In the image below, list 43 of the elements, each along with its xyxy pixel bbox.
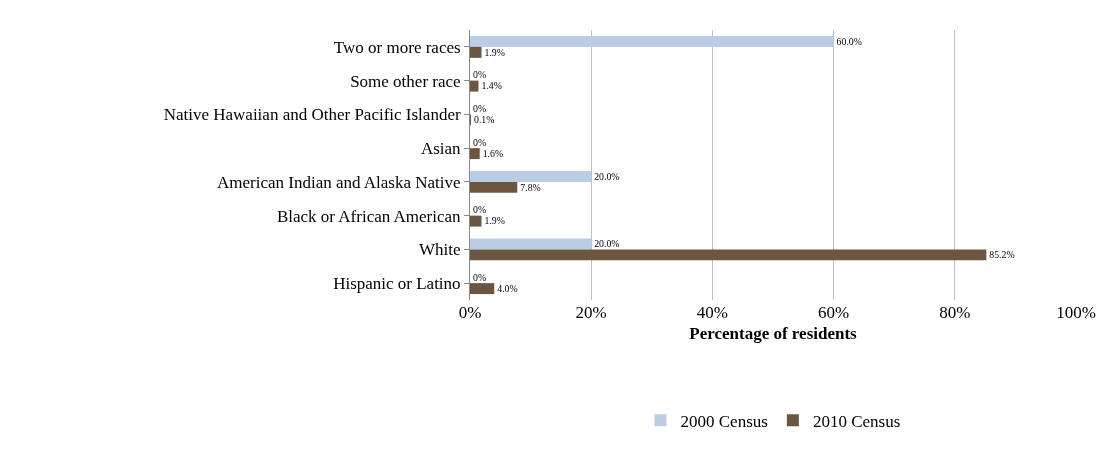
y-tick-label: Asian <box>420 139 462 159</box>
data-label: 7.8% <box>520 181 541 193</box>
y-tick-label: American Indian and Alaska Native <box>217 172 461 192</box>
bar <box>470 46 482 58</box>
data-label: 0% <box>473 136 487 148</box>
x-tick-label: 80% <box>939 303 971 322</box>
bar <box>470 249 987 261</box>
data-label: 0.1% <box>474 114 495 126</box>
bar <box>470 80 479 92</box>
data-label: 20.0% <box>594 238 620 250</box>
bar <box>470 35 834 47</box>
x-tick-label: 100% <box>1056 303 1096 322</box>
data-label: 1.9% <box>484 215 505 227</box>
data-label: 60.0% <box>836 35 862 47</box>
y-tick-label: Hispanic or Latino <box>333 274 461 294</box>
bar <box>470 170 592 182</box>
x-axis-title: Percentage of residents <box>689 324 858 344</box>
x-tick-label: 0% <box>458 303 482 322</box>
data-label: 85.2% <box>989 249 1015 261</box>
data-label: 0% <box>473 103 487 115</box>
y-tick-label: Some other race <box>350 71 461 91</box>
legend-label: 2000 Census <box>680 411 768 431</box>
data-label: 1.9% <box>484 46 505 58</box>
data-label: 0% <box>473 271 487 283</box>
data-label: 1.4% <box>481 80 502 92</box>
y-tick-label: White <box>419 240 461 260</box>
y-tick-label: Native Hawaiian and Other Pacific Islander <box>163 105 461 125</box>
y-tick-label: Black or African American <box>276 206 462 226</box>
bar <box>470 148 480 160</box>
x-tick-label: 40% <box>696 303 728 322</box>
bar <box>470 238 592 250</box>
x-tick-label: 60% <box>818 303 850 322</box>
data-label: 0% <box>473 69 487 81</box>
data-label: 1.6% <box>482 147 504 159</box>
data-label: 20.0% <box>594 170 620 182</box>
bar <box>470 215 482 227</box>
data-label: 4.0% <box>497 282 518 294</box>
bar <box>470 181 518 193</box>
legend-label: 2010 Census <box>812 411 901 431</box>
y-tick-label: Two or more races <box>333 37 461 57</box>
bar <box>470 283 495 295</box>
x-tick-label: 20% <box>575 303 607 322</box>
data-label: 0% <box>473 204 487 216</box>
